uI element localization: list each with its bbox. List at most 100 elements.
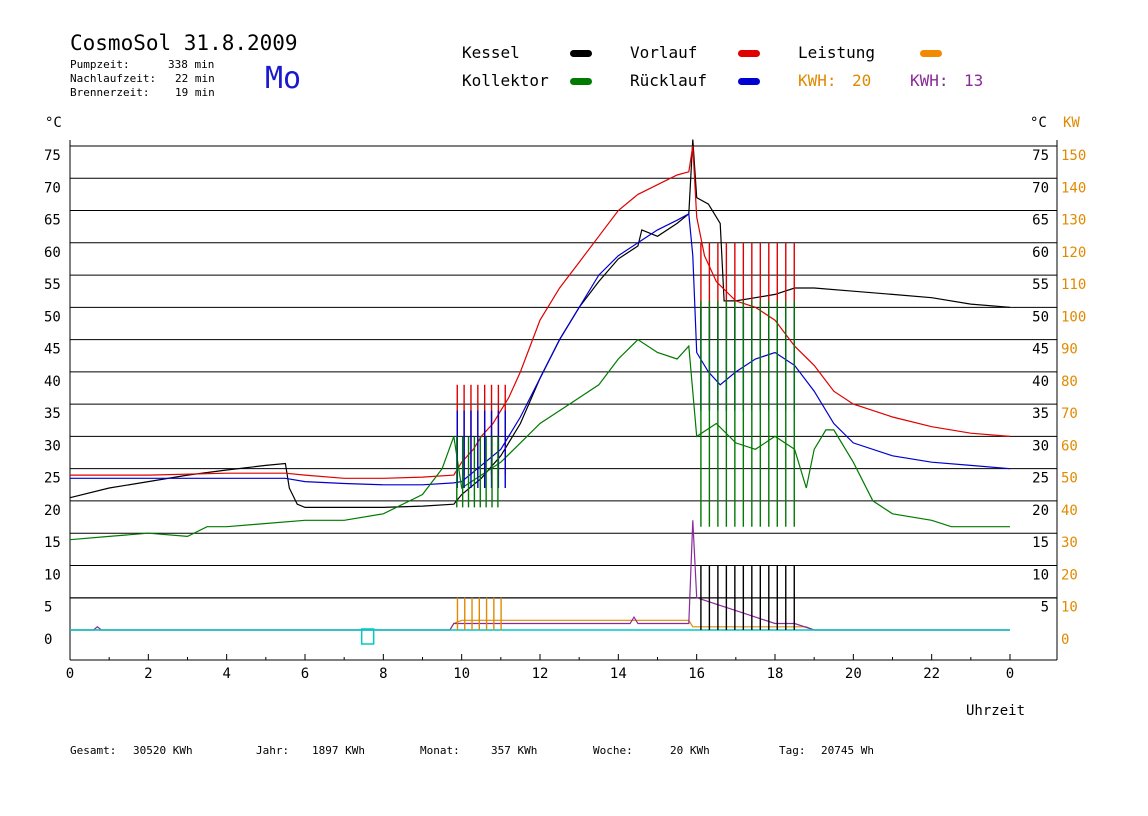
y-tick-right-temp: 25 <box>1032 471 1049 487</box>
x-tick-label: 20 <box>845 666 862 682</box>
y-tick-right-temp: 50 <box>1032 309 1049 325</box>
y-tick-right-kw: 40 <box>1061 503 1078 519</box>
x-tick-label: 0 <box>66 666 74 682</box>
y-tick-left: 0 <box>44 632 52 648</box>
footer-gesamt-label: Gesamt: <box>70 744 116 757</box>
y-tick-left: 50 <box>44 309 61 325</box>
y-tick-right-kw: 130 <box>1061 213 1086 229</box>
legend-leistung-swatch <box>920 50 942 57</box>
footer-jahr-value: 1897 KWh <box>312 744 365 757</box>
footer-tag-value: 20745 Wh <box>821 744 874 757</box>
series-line-vorlauf <box>70 145 1011 479</box>
series-line-kessel <box>69 139 1011 508</box>
series-line-kw-violett- <box>70 520 1010 631</box>
grid-lines <box>70 145 1057 599</box>
y-tick-right-kw: 100 <box>1061 309 1086 325</box>
x-tick-label: 12 <box>532 666 549 682</box>
x-tick-label: 22 <box>923 666 940 682</box>
legend-kessel: Kessel <box>462 43 520 62</box>
y-tick-left: 25 <box>44 471 61 487</box>
legend-vorlauf-swatch <box>738 50 760 57</box>
y-tick-right-kw: 60 <box>1061 438 1078 454</box>
y-tick-left: 55 <box>44 277 61 293</box>
y-tick-right-kw: 90 <box>1061 342 1078 358</box>
x-tick-label: 2 <box>144 666 152 682</box>
series-lines <box>69 139 1011 645</box>
y-tick-right-temp: 30 <box>1032 438 1049 454</box>
y-tick-right-temp: 55 <box>1032 277 1049 293</box>
kwh2-value: 13 <box>964 71 983 90</box>
stat-pumpzeit-label: Pumpzeit: <box>70 58 130 71</box>
axes <box>69 140 1058 661</box>
series-line-kollektor <box>69 338 1010 541</box>
x-tick-label: 6 <box>301 666 309 682</box>
series-line-leistung <box>70 619 1010 631</box>
footer-woche-value: 20 KWh <box>670 744 710 757</box>
x-tick-label: 10 <box>453 666 470 682</box>
y-tick-left: 20 <box>44 503 61 519</box>
stat-pumpzeit-value: 338 min <box>168 58 214 71</box>
chart-title: CosmoSol 31.8.2009 <box>70 31 298 55</box>
stat-brennerzeit-label: Brennerzeit: <box>70 86 149 99</box>
legend-ruecklauf: Rücklauf <box>630 71 707 90</box>
y-tick-left: 5 <box>44 600 52 616</box>
y-tick-left: 35 <box>44 406 61 422</box>
stat-nachlaufzeit-value: 22 min <box>175 72 215 85</box>
y-tick-right-kw: 110 <box>1061 277 1086 293</box>
y-tick-right-temp: 70 <box>1032 180 1049 196</box>
y-tick-left: 60 <box>44 245 61 261</box>
y-tick-left: 75 <box>44 148 61 164</box>
legend-kollektor: Kollektor <box>462 71 549 90</box>
footer-woche-label: Woche: <box>593 744 633 757</box>
footer-monat-label: Monat: <box>420 744 460 757</box>
y-tick-left: 30 <box>44 438 61 454</box>
y-tick-left: 65 <box>44 213 61 229</box>
footer-jahr-label: Jahr: <box>256 744 289 757</box>
y-tick-right-temp: 15 <box>1032 535 1049 551</box>
stat-brennerzeit-value: 19 min <box>175 86 215 99</box>
y-tick-right-temp: 45 <box>1032 342 1049 358</box>
stat-nachlaufzeit-label: Nachlaufzeit: <box>70 72 156 85</box>
y-tick-right-temp: 5 <box>1041 600 1049 616</box>
x-tick-label: 18 <box>767 666 784 682</box>
footer-gesamt-value: 30520 KWh <box>133 744 193 757</box>
x-tick-label: 14 <box>610 666 627 682</box>
y-tick-right-kw: 140 <box>1061 180 1086 196</box>
y-tick-right-temp: 10 <box>1032 567 1049 583</box>
y-tick-right-kw: 70 <box>1061 406 1078 422</box>
y-tick-right-kw: 150 <box>1061 148 1086 164</box>
x-tick-label: 4 <box>222 666 230 682</box>
right-axis-unit-temp: °C <box>1030 115 1047 131</box>
legend-kessel-swatch <box>570 50 592 57</box>
y-tick-right-kw: 10 <box>1061 600 1078 616</box>
kwh2-label: KWH: <box>910 71 949 90</box>
y-tick-right-kw: 80 <box>1061 374 1078 390</box>
y-tick-right-kw: 50 <box>1061 471 1078 487</box>
y-tick-right-temp: 75 <box>1032 148 1049 164</box>
legend-ruecklauf-swatch <box>738 78 760 85</box>
right-axis-unit-kw: KW <box>1063 115 1080 131</box>
y-tick-left: 45 <box>44 342 61 358</box>
zero-marker <box>360 628 375 645</box>
legend-leistung: Leistung <box>798 43 875 62</box>
legend-vorlauf: Vorlauf <box>630 43 697 62</box>
y-tick-right-temp: 35 <box>1032 406 1049 422</box>
y-tick-right-temp: 65 <box>1032 213 1049 229</box>
y-tick-right-temp: 40 <box>1032 374 1049 390</box>
y-tick-right-kw: 30 <box>1061 535 1078 551</box>
y-tick-right-temp: 20 <box>1032 503 1049 519</box>
kwh1-value: 20 <box>852 71 871 90</box>
weekday-label: Mo <box>265 61 301 96</box>
tick-labels: 0510152025303540455055606570755101520253… <box>44 148 1086 682</box>
footer-tag-label: Tag: <box>779 744 806 757</box>
x-tick-label: 16 <box>688 666 705 682</box>
x-tick-label: 8 <box>379 666 387 682</box>
x-tick-label: 0 <box>1006 666 1014 682</box>
footer-monat-value: 357 KWh <box>491 744 537 757</box>
y-tick-right-temp: 60 <box>1032 245 1049 261</box>
y-tick-right-kw: 20 <box>1061 567 1078 583</box>
y-tick-left: 15 <box>44 535 61 551</box>
y-tick-left: 70 <box>44 180 61 196</box>
